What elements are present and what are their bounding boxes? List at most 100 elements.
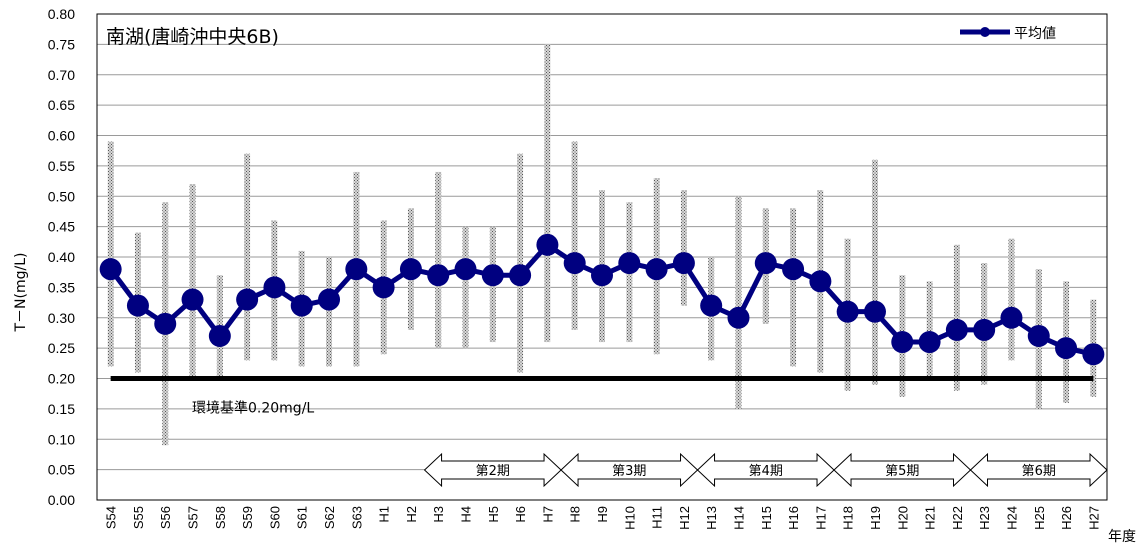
y-tick-label: 0.10 <box>48 431 75 447</box>
y-tick-label: 0.45 <box>48 219 75 235</box>
mean-point <box>563 252 586 275</box>
range-bar <box>107 141 114 367</box>
y-tick-label: 0.75 <box>48 36 75 52</box>
x-tick-label: H10 <box>622 506 637 530</box>
x-tick-label: H12 <box>677 506 692 530</box>
mean-point <box>945 318 968 341</box>
period-arrows: 第2期 第3期 第4期 第5期 第6期 <box>423 452 1108 488</box>
range-bar <box>926 281 933 379</box>
x-tick-label: H6 <box>513 506 528 523</box>
legend-label: 平均値 <box>1014 26 1056 42</box>
x-tick-label: H24 <box>1004 506 1019 530</box>
x-tick-label: H2 <box>404 506 419 523</box>
y-tick-label: 0.00 <box>48 492 75 508</box>
range-bar <box>571 141 578 330</box>
x-tick-label: H17 <box>813 506 828 530</box>
mean-point <box>318 288 341 311</box>
period-label: 第5期 <box>885 464 919 479</box>
mean-point <box>1082 343 1105 366</box>
x-tick-label: H3 <box>431 506 446 523</box>
range-bar <box>680 190 687 306</box>
x-tick-label: H9 <box>595 506 610 523</box>
mean-point <box>399 258 422 281</box>
x-tick-label: S55 <box>131 506 146 529</box>
mean-point <box>918 331 941 354</box>
x-tick-label: H27 <box>1086 506 1101 530</box>
range-bars <box>107 44 1097 446</box>
range-bar <box>189 184 196 379</box>
x-tick-label: H14 <box>731 506 746 530</box>
range-bar <box>517 153 524 373</box>
range-bar <box>953 244 960 391</box>
range-bar <box>462 226 469 349</box>
mean-point <box>618 252 641 275</box>
mean-point <box>208 324 231 347</box>
x-tick-label: H7 <box>540 506 555 523</box>
y-axis-label: T－N(mg/L) <box>13 253 29 333</box>
period-label: 第6期 <box>1022 464 1056 479</box>
x-tick-label: H20 <box>895 506 910 530</box>
mean-point <box>290 294 313 317</box>
x-tick-label: S63 <box>349 506 364 529</box>
y-tick-label: 0.20 <box>48 371 75 387</box>
x-tick-label: H16 <box>786 506 801 530</box>
x-tick-label: H13 <box>704 506 719 530</box>
range-bar <box>735 196 742 409</box>
x-tick-label: S60 <box>267 506 282 529</box>
environmental-standard: 環境基準0.20mg/L <box>110 376 1094 417</box>
mean-point <box>836 300 859 323</box>
y-tick-label: 0.05 <box>48 462 75 478</box>
chart-title: 南湖(唐崎沖中央6B) <box>106 26 279 48</box>
mean-point <box>754 252 777 275</box>
mean-point <box>236 288 259 311</box>
mean-point <box>263 276 286 299</box>
mean-point <box>536 233 559 256</box>
x-axis-label: 年度 <box>1108 529 1136 545</box>
x-tick-label: H11 <box>650 506 665 529</box>
y-tick-label: 0.60 <box>48 128 75 144</box>
mean-point <box>891 331 914 354</box>
x-tick-label: S61 <box>295 506 310 529</box>
mean-point <box>727 306 750 329</box>
range-bar <box>1008 238 1015 361</box>
legend: 平均値 <box>960 26 1056 42</box>
y-tick-label: 0.65 <box>48 97 75 113</box>
y-tick-label: 0.35 <box>48 279 75 295</box>
period-label: 第4期 <box>749 464 783 479</box>
x-tick-label: H8 <box>568 506 583 523</box>
range-bar <box>871 159 878 385</box>
standard-label: 環境基準0.20mg/L <box>192 400 314 417</box>
mean-point <box>700 294 723 317</box>
x-tick-label: H23 <box>977 506 992 530</box>
y-tick-label: 0.25 <box>48 340 75 356</box>
mean-point <box>427 264 450 287</box>
y-tick-label: 0.70 <box>48 67 75 83</box>
y-tick-label: 0.80 <box>48 6 75 22</box>
x-tick-label: S59 <box>240 506 255 529</box>
range-bar <box>326 257 333 367</box>
x-tick-label: H21 <box>923 506 938 530</box>
y-tick-label: 0.30 <box>48 310 75 326</box>
mean-point <box>481 264 504 287</box>
range-bar <box>435 171 442 349</box>
mean-point <box>99 258 122 281</box>
y-tick-label: 0.40 <box>48 249 75 265</box>
mean-point <box>1027 324 1050 347</box>
mean-point <box>809 270 832 293</box>
mean-point <box>1055 337 1078 360</box>
x-tick-label: S54 <box>104 506 119 529</box>
legend-marker <box>980 27 990 37</box>
x-tick-label: H26 <box>1059 506 1074 530</box>
range-bar <box>790 208 797 367</box>
mean-point <box>591 264 613 287</box>
x-tick-label: H4 <box>459 506 474 523</box>
mean-series <box>99 233 1105 366</box>
mean-point <box>863 300 886 323</box>
period-label: 第3期 <box>612 464 646 479</box>
x-axis-ticks: S54 S55 S56 S57 S58 S59 S60 S61 S62 S63 H1 H2 H3 H4 H5… <box>104 506 1102 530</box>
range-bar <box>544 44 551 343</box>
x-tick-label: H25 <box>1032 506 1047 530</box>
mean-point <box>372 276 395 299</box>
mean-point <box>645 258 668 281</box>
